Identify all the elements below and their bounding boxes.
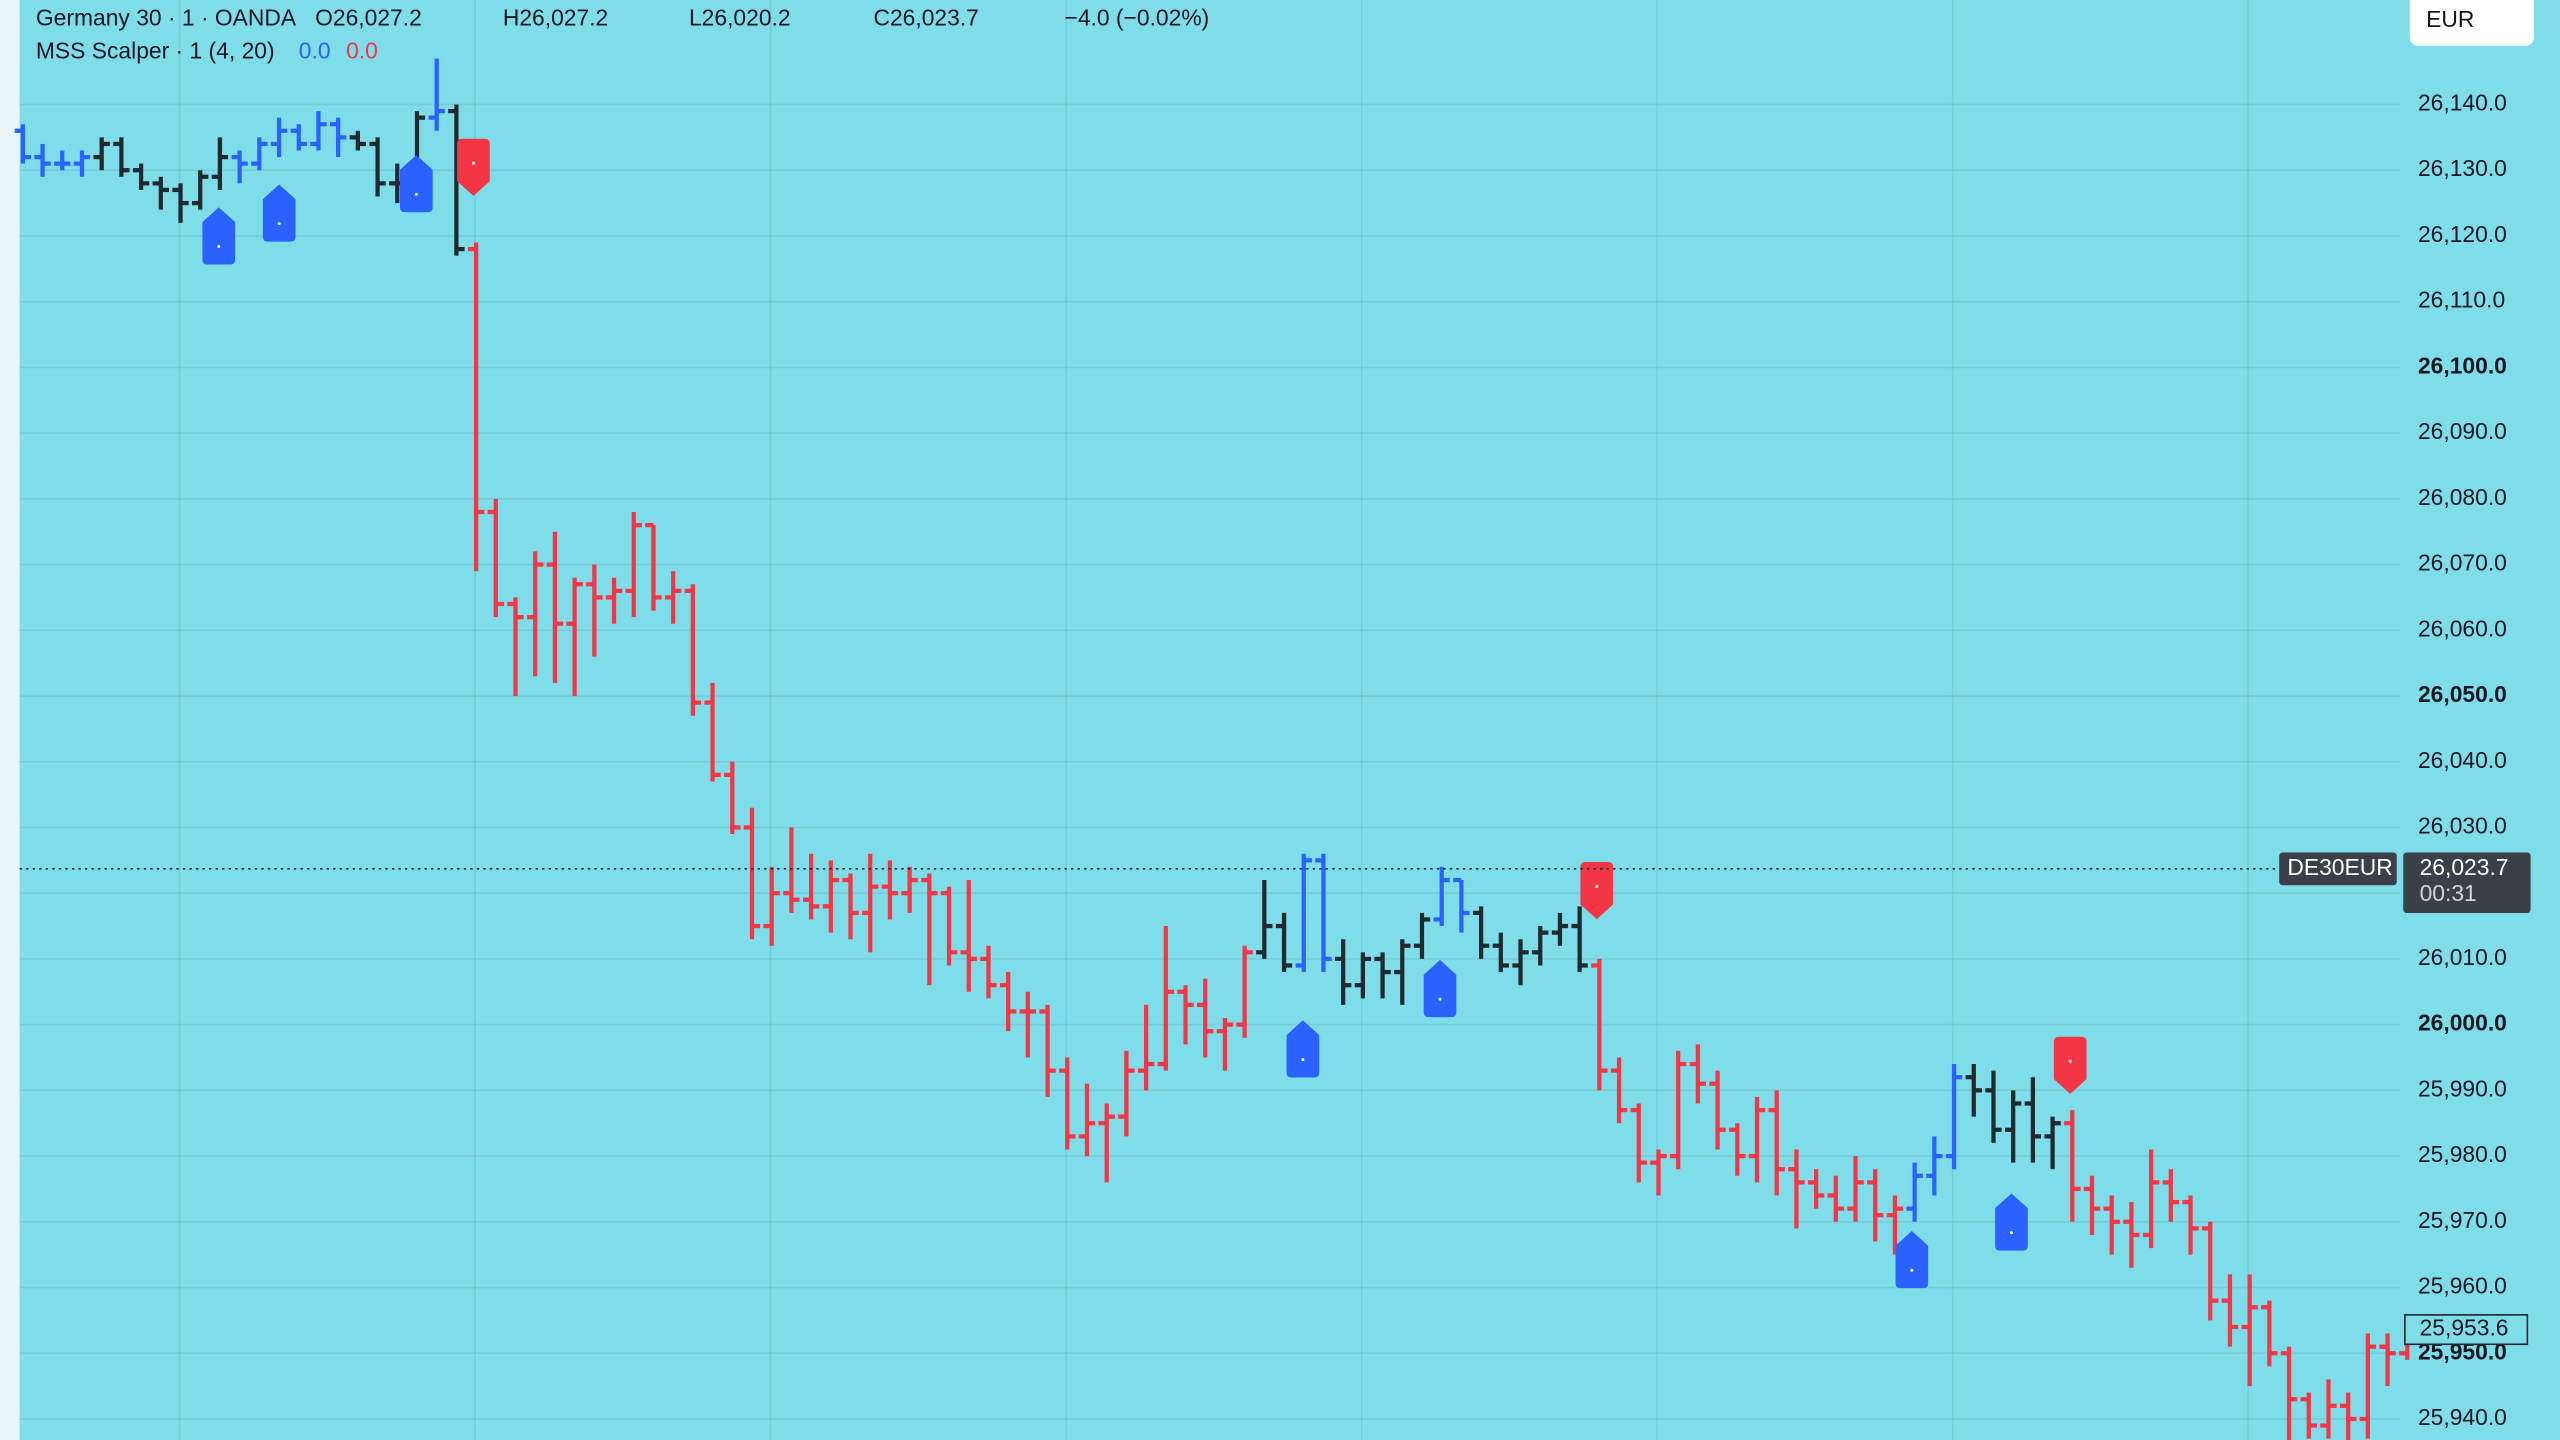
y-tick-label: 25,960.0 <box>2418 1273 2507 1299</box>
signal-dot <box>1910 1268 1914 1272</box>
y-tick-label: 26,000.0 <box>2418 1010 2507 1036</box>
cursor-price-text: 25,953.6 <box>2420 1315 2509 1341</box>
indicator: MSS Scalper · 1 (4, 20) <box>36 37 275 63</box>
y-tick-label: 25,970.0 <box>2418 1207 2507 1233</box>
ohlc-low: L26,020.2 <box>689 5 791 31</box>
y-tick-label: 25,980.0 <box>2418 1141 2507 1167</box>
buy-signal <box>400 155 433 213</box>
symbol-tag <box>2279 852 2397 886</box>
ohlc-high: H26,027.2 <box>503 5 608 31</box>
buy-signal <box>202 207 236 265</box>
ohlc-close: C26,023.7 <box>873 5 978 31</box>
sell-signal <box>2053 1036 2087 1094</box>
price-tag-text: 26,023.7 <box>2420 854 2509 880</box>
y-tick-label: 26,110.0 <box>2418 287 2505 313</box>
ohlc-change: −4.0 (−0.02%) <box>1064 5 1209 31</box>
y-tick-label: 26,130.0 <box>2418 155 2507 181</box>
y-tick-label: 26,050.0 <box>2418 681 2507 707</box>
signal-dot <box>472 161 475 165</box>
indicator-value: 0.0 <box>346 37 378 63</box>
left-edge <box>0 0 20 1440</box>
y-tick-label: 26,140.0 <box>2418 90 2507 116</box>
currency-button[interactable] <box>2409 0 2534 46</box>
countdown: 00:31 <box>2420 880 2477 906</box>
signal-dot <box>277 222 281 226</box>
signal-dot <box>2068 1059 2072 1063</box>
vertical-grid <box>19 0 2400 1440</box>
sell-signal <box>1580 862 1614 920</box>
ohlc-open: O26,027.2 <box>315 5 422 31</box>
currency[interactable]: EUR <box>2426 6 2474 32</box>
buy-signal <box>262 184 296 242</box>
plot <box>14 58 2416 1440</box>
signal-dot <box>1438 997 1442 1001</box>
cursor-price-tag <box>2404 1314 2529 1346</box>
y-tick-label: 26,090.0 <box>2418 418 2507 444</box>
y-tick-label: 25,990.0 <box>2418 1075 2507 1101</box>
sell-signal <box>457 138 490 196</box>
y-tick-label: 26,120.0 <box>2418 221 2507 247</box>
signal-dot <box>2009 1231 2013 1235</box>
buy-signal <box>1895 1231 1929 1289</box>
signal-dot <box>217 245 221 249</box>
price-tag <box>2403 852 2531 913</box>
symbol: Germany 30 · 1 · OANDA <box>36 5 297 31</box>
signal-dot <box>414 192 418 196</box>
y-tick-label: 26,080.0 <box>2418 484 2507 510</box>
buy-signal <box>1995 1193 2028 1251</box>
y-tick-label: 26,030.0 <box>2418 812 2507 838</box>
y-tick-label: 26,070.0 <box>2418 550 2507 576</box>
y-tick-label: 26,010.0 <box>2418 944 2507 970</box>
symbol-tag-text: DE30EUR <box>2287 854 2392 880</box>
y-tick-label: 26,040.0 <box>2418 747 2507 773</box>
buy-signal <box>1423 960 1457 1018</box>
signal-dot <box>1301 1058 1305 1062</box>
y-tick-label: 25,940.0 <box>2418 1404 2507 1430</box>
signal-dot <box>1595 885 1599 888</box>
buy-signal <box>1286 1020 1320 1078</box>
indicator-value: 0.0 <box>299 37 331 63</box>
y-tick-label: 26,060.0 <box>2418 615 2507 641</box>
y-tick-label: 26,100.0 <box>2418 352 2507 378</box>
